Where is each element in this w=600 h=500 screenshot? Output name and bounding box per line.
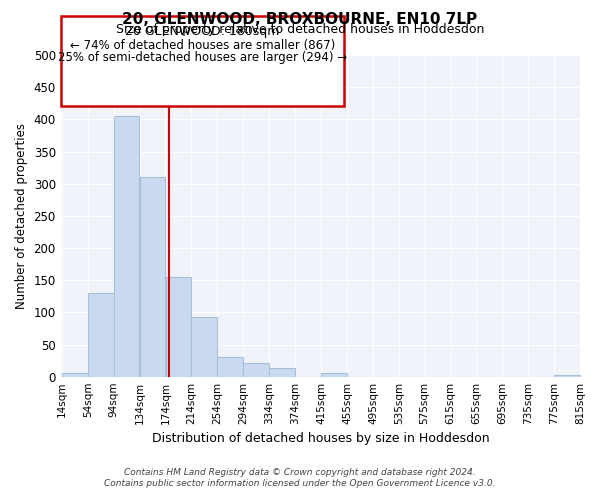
Text: 25% of semi-detached houses are larger (294) →: 25% of semi-detached houses are larger (…	[58, 51, 347, 64]
Text: Contains HM Land Registry data © Crown copyright and database right 2024.
Contai: Contains HM Land Registry data © Crown c…	[104, 468, 496, 487]
Bar	[140, 177, 165, 376]
Bar	[166, 277, 191, 376]
Bar	[191, 318, 217, 376]
Text: ← 74% of detached houses are smaller (867): ← 74% of detached houses are smaller (86…	[70, 39, 335, 52]
Bar	[243, 362, 269, 376]
FancyBboxPatch shape	[61, 16, 344, 106]
Text: Size of property relative to detached houses in Hoddesdon: Size of property relative to detached ho…	[116, 22, 484, 36]
Y-axis label: Number of detached properties: Number of detached properties	[15, 123, 28, 309]
Bar	[217, 358, 243, 376]
Bar	[62, 374, 88, 376]
Bar	[269, 368, 295, 376]
Bar	[88, 293, 113, 376]
Text: 20 GLENWOOD: 180sqm: 20 GLENWOOD: 180sqm	[125, 26, 280, 38]
X-axis label: Distribution of detached houses by size in Hoddesdon: Distribution of detached houses by size …	[152, 432, 490, 445]
Bar	[114, 116, 139, 376]
Bar	[322, 374, 347, 376]
Text: 20, GLENWOOD, BROXBOURNE, EN10 7LP: 20, GLENWOOD, BROXBOURNE, EN10 7LP	[122, 12, 478, 28]
